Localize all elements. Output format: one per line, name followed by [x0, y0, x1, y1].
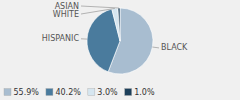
pie-slice: [87, 9, 120, 72]
legend-swatch: [125, 89, 132, 96]
legend: 55.9% 40.2% 3.0% 1.0%: [4, 88, 155, 97]
leader-line: [81, 6, 119, 8]
legend-swatch: [46, 89, 53, 96]
chart: BLACK HISPANIC WHITEASIAN 55.9% 40.2% 3.0% 1.0…: [0, 0, 240, 100]
pie: [87, 8, 153, 74]
legend-swatch: [88, 89, 95, 96]
leader-line: [152, 47, 159, 49]
pie-slice: [118, 8, 120, 41]
legend-label: 40.2%: [55, 88, 81, 97]
legend-label: 3.0%: [97, 88, 118, 97]
slice-label: BLACK: [161, 43, 188, 52]
pie-slice: [112, 8, 120, 41]
legend-label: 1.0%: [134, 88, 155, 97]
slice-label: WHITE: [53, 10, 79, 19]
legend-swatch: [4, 89, 11, 96]
legend-label: 55.9%: [14, 88, 40, 97]
slice-label: ASIAN: [55, 2, 79, 11]
leader-line: [81, 8, 115, 14]
annotations: BLACK HISPANIC WHITEASIAN: [42, 2, 188, 53]
leader-line: [81, 38, 87, 39]
slice-label: HISPANIC: [42, 34, 80, 43]
